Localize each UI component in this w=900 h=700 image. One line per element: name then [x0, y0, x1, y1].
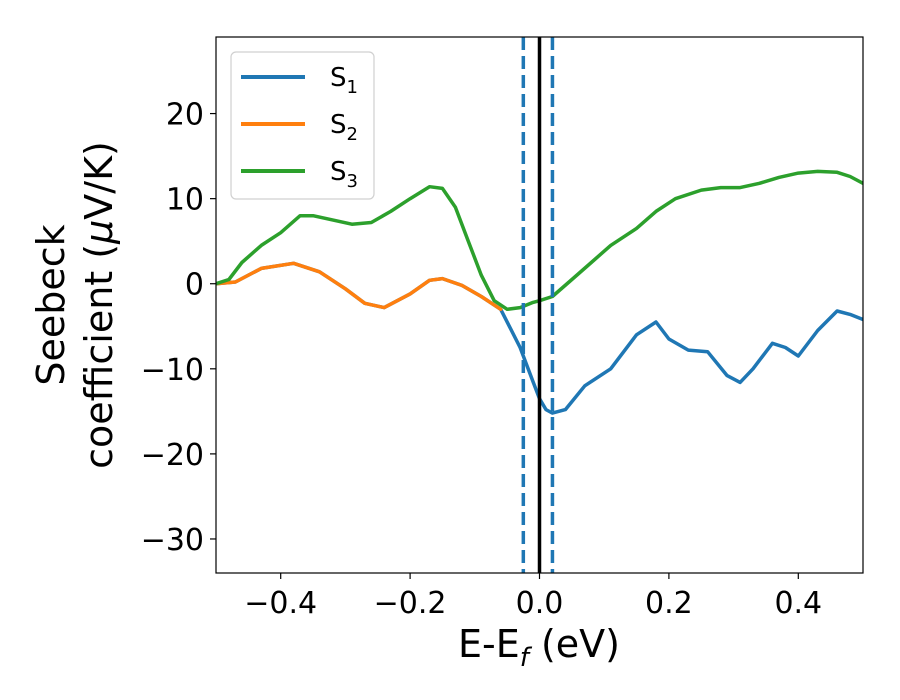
y-axis-title-2: coefficient (μV/K) [77, 141, 121, 469]
x-axis-title-main: E-E [458, 622, 520, 666]
legend-label-s2: S2 [330, 110, 358, 145]
series-line-s3 [216, 169, 863, 312]
x-axis-title-unit: (eV) [529, 622, 620, 666]
y-axis-title-line1: Seebeck [29, 224, 73, 385]
plot-frame [215, 36, 864, 574]
x-axis-title: E-Ef (eV) [458, 622, 620, 673]
legend-label-s3: S3 [330, 157, 358, 192]
legend-label-s1: S1 [330, 63, 358, 98]
legend: S1 S2 S3 [230, 51, 375, 200]
y-tick-label: −30 [141, 523, 204, 558]
plot-area [216, 37, 863, 573]
y-tick-label: 10 [166, 183, 204, 218]
series-line-s2 [216, 261, 503, 312]
y-axis-title-unit: V/K) [77, 141, 121, 220]
y-tick-label: 0 [185, 268, 204, 303]
y-axis-title-mu: μ [77, 220, 121, 245]
x-tick-label: 0.2 [645, 586, 693, 621]
axis-ticks: −0.4 −0.2 0.0 0.2 0.4 −30 −20 −10 0 10 20 [141, 98, 822, 621]
y-axis-title-line2: coefficient ( [77, 244, 121, 469]
y-tick-label: 20 [166, 98, 204, 133]
y-tick-label: −20 [141, 438, 204, 473]
y-tick-label: −10 [141, 353, 204, 388]
y-axis-title: Seebeck [29, 224, 73, 385]
x-tick-label: −0.4 [244, 586, 317, 621]
x-tick-label: 0.0 [516, 586, 564, 621]
x-tick-label: −0.2 [374, 586, 447, 621]
x-tick-label: 0.4 [774, 586, 822, 621]
